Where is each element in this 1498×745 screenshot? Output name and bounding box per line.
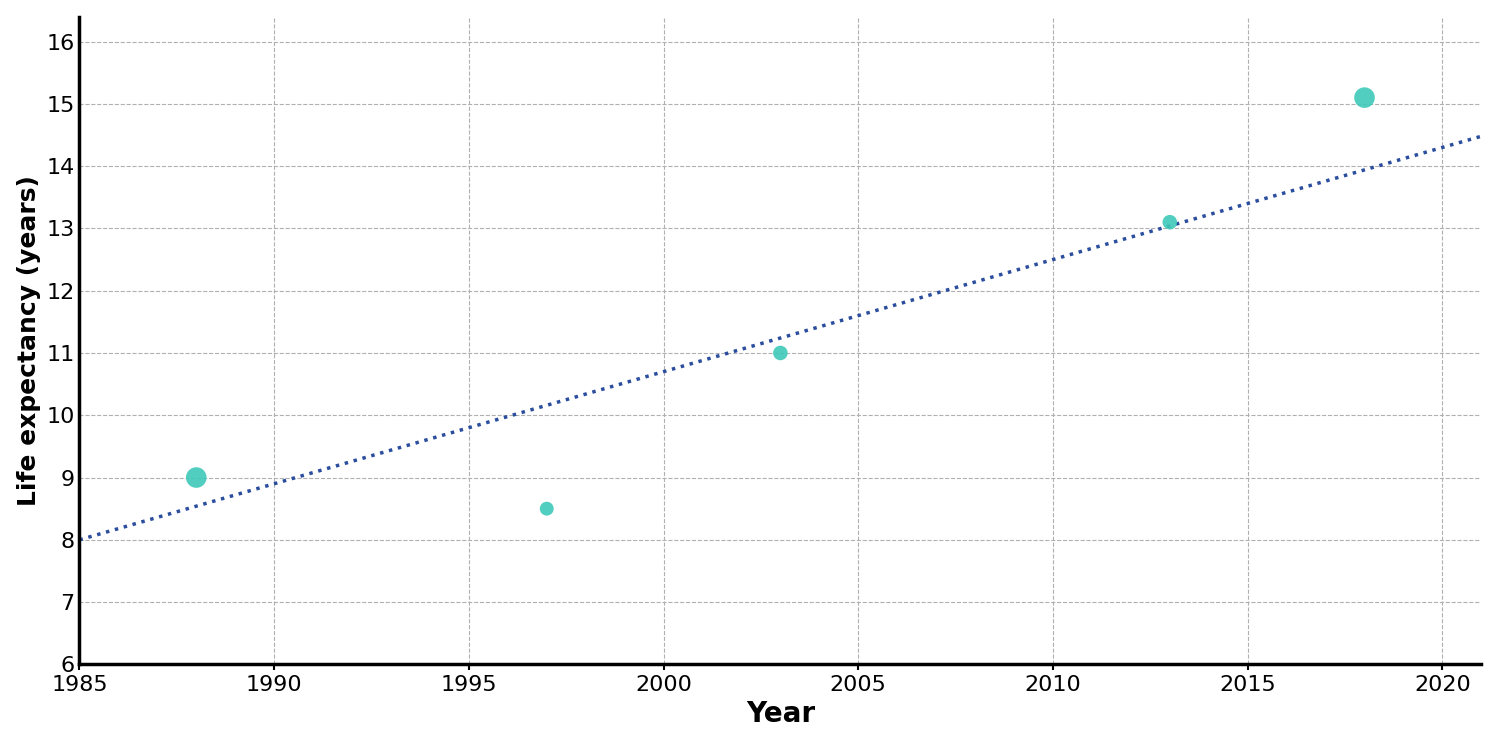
Point [535,503,559,515]
X-axis label: Year: Year [746,700,815,729]
Point [1158,216,1182,228]
Point [768,347,792,359]
Point [184,472,208,484]
Y-axis label: Life expectancy (years): Life expectancy (years) [16,175,40,506]
Point [1353,92,1377,104]
